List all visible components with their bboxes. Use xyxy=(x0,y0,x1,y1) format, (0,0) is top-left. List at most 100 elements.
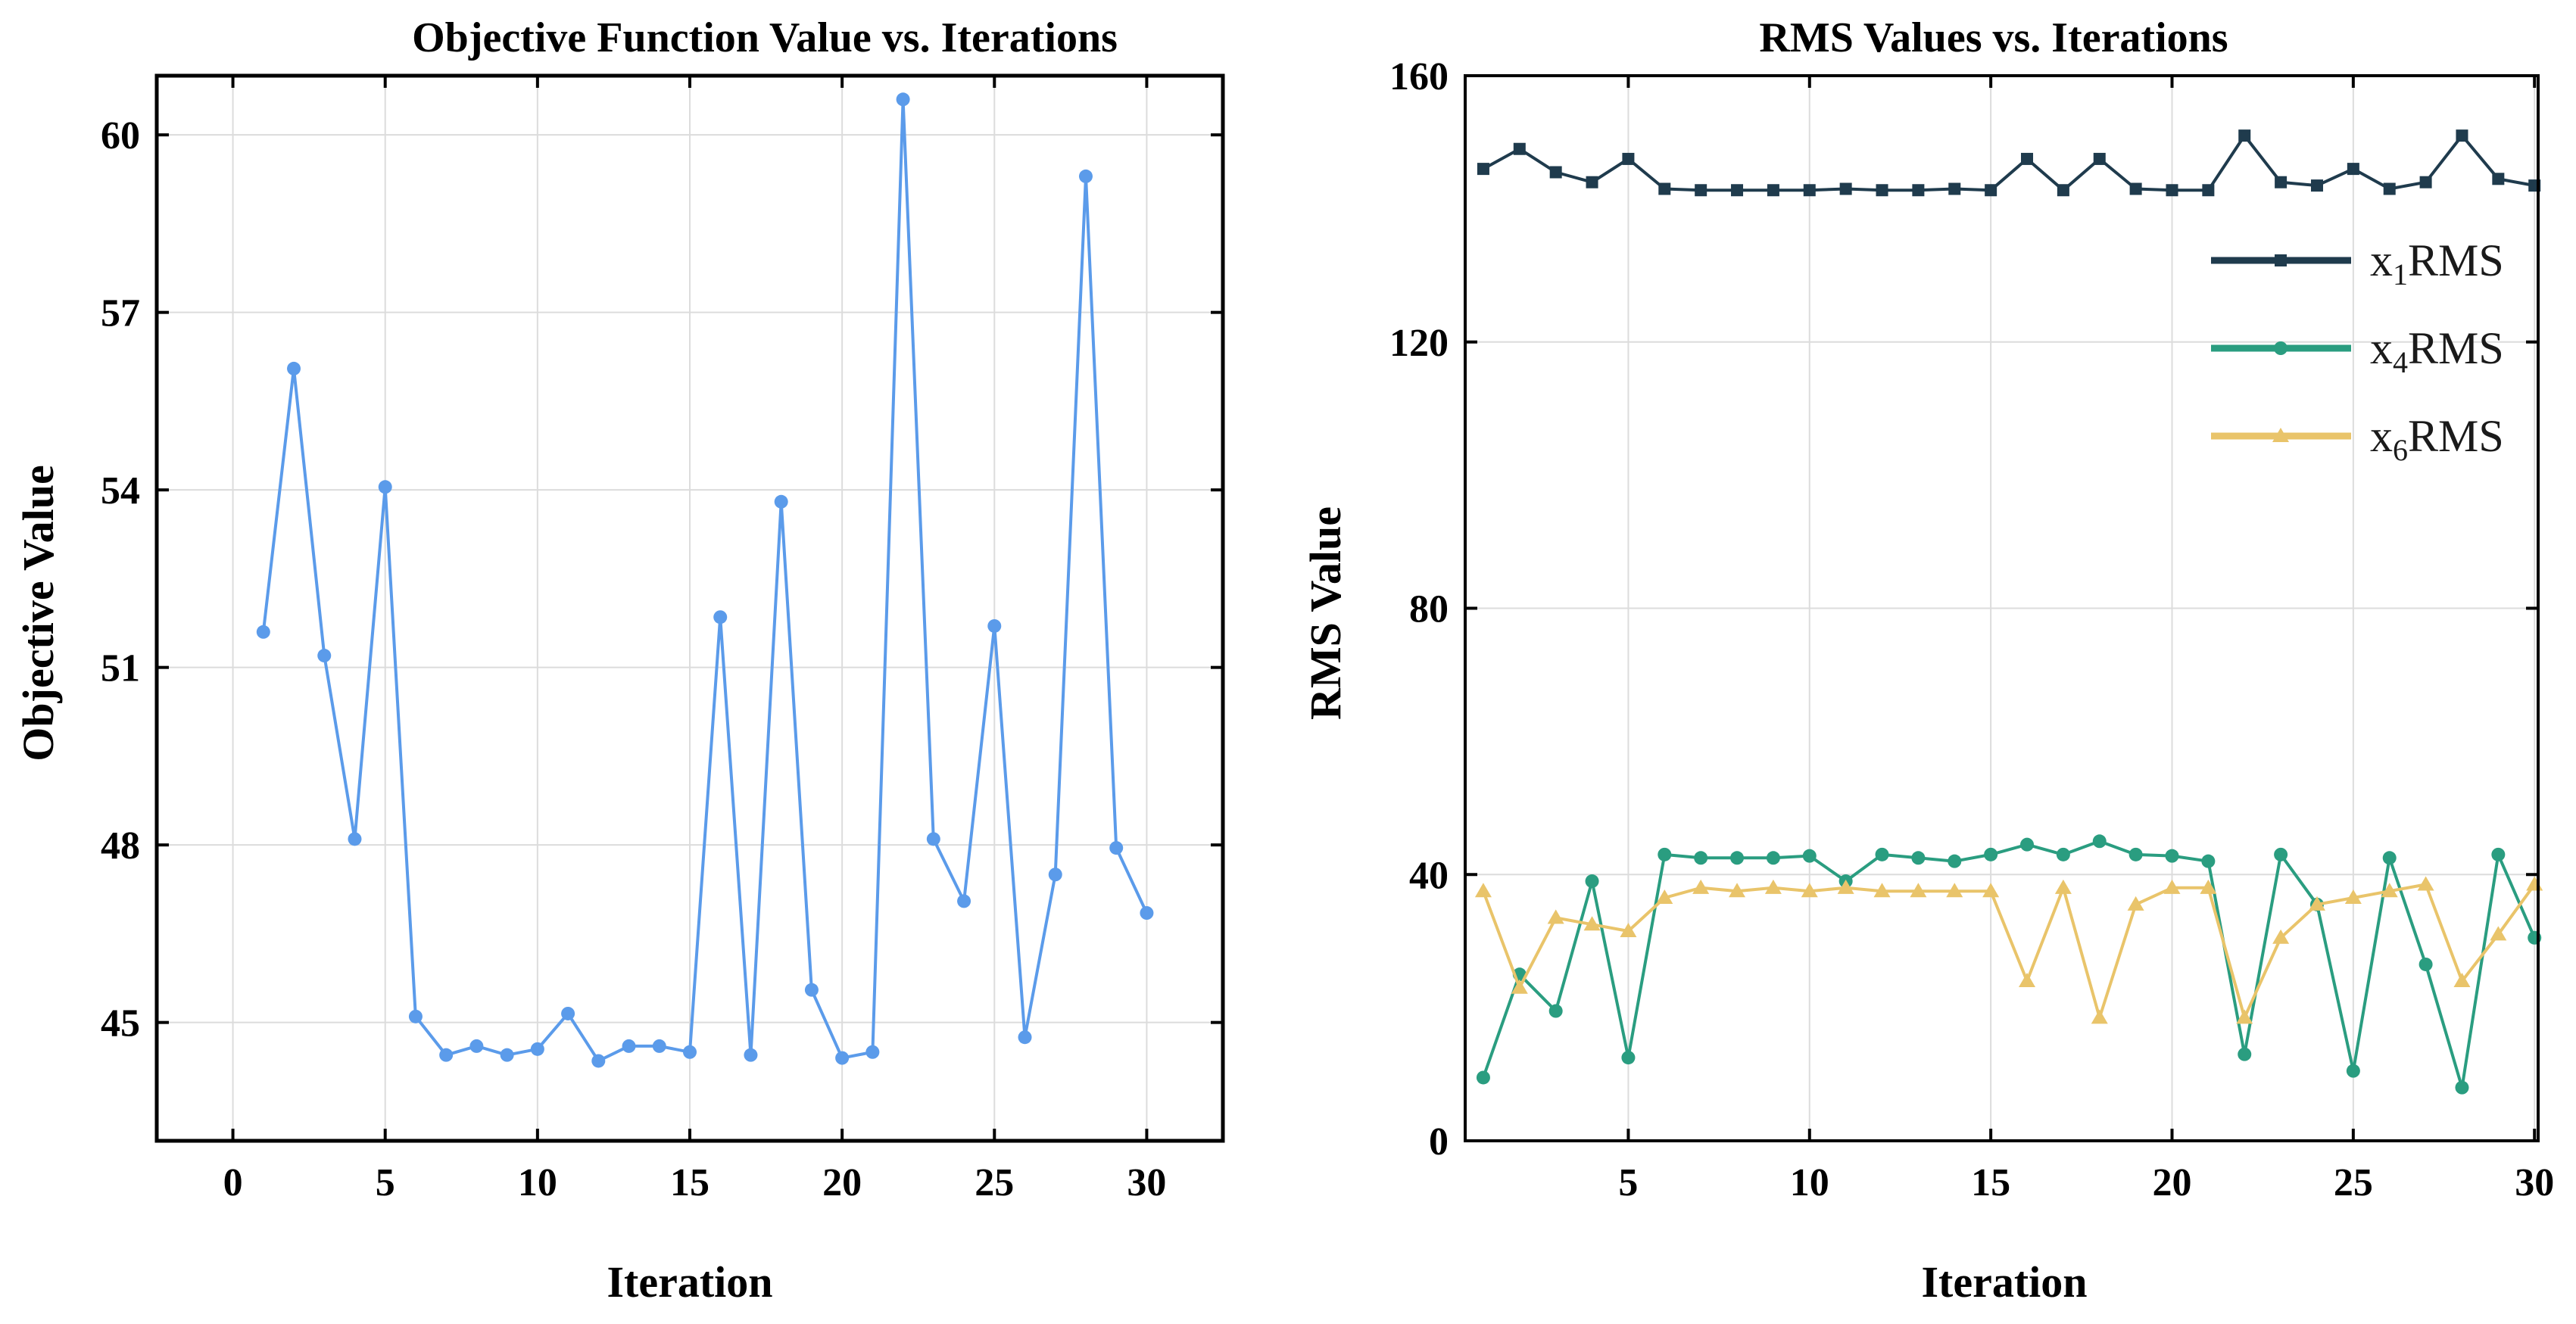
data-point xyxy=(1876,184,1888,197)
data-point xyxy=(774,494,788,509)
chart-title: RMS Values vs. Iterations xyxy=(1759,14,2228,61)
data-point xyxy=(2202,184,2215,197)
data-point xyxy=(713,610,728,625)
data-point xyxy=(2021,152,2034,165)
y-tick-label: 80 xyxy=(1409,588,1449,631)
grid xyxy=(157,76,1223,1141)
data-point xyxy=(1048,868,1062,882)
data-point xyxy=(1477,163,1489,176)
data-point xyxy=(287,361,301,375)
data-point xyxy=(439,1048,454,1062)
data-point xyxy=(2274,341,2288,355)
y-axis-label: Objective Value xyxy=(14,465,63,761)
data-point xyxy=(1140,906,1154,921)
x-tick-label: 25 xyxy=(975,1161,1014,1204)
data-point xyxy=(2491,847,2506,861)
data-point xyxy=(2492,173,2505,185)
x-tick-label: 30 xyxy=(1127,1161,1166,1204)
data-point xyxy=(2455,1080,2469,1095)
data-point xyxy=(2382,851,2397,865)
data-point xyxy=(1731,184,1744,197)
data-point xyxy=(2091,1009,2108,1024)
data-point xyxy=(2275,176,2288,188)
series-layer xyxy=(1474,129,2543,1095)
legend-item: x6RMS xyxy=(2211,411,2504,467)
series-1 xyxy=(256,92,1154,1068)
data-point xyxy=(1984,847,1998,861)
data-point xyxy=(2419,176,2432,188)
data-point xyxy=(317,649,332,663)
data-point xyxy=(2417,876,2434,891)
x-tick-label: 0 xyxy=(223,1161,243,1204)
data-point xyxy=(1801,883,1818,898)
series-line xyxy=(261,98,1149,1063)
data-point xyxy=(896,92,910,107)
y-tick-label: 45 xyxy=(101,1002,140,1045)
y-tick-label: 57 xyxy=(101,292,140,335)
data-point xyxy=(804,983,819,997)
data-point xyxy=(987,618,1002,633)
x-tick-label: 15 xyxy=(670,1161,709,1204)
data-point xyxy=(2456,129,2468,142)
data-point xyxy=(1948,182,1961,195)
x-tick-label: 10 xyxy=(1790,1161,1829,1204)
data-point xyxy=(1764,879,1782,894)
y-tick-label: 160 xyxy=(1389,55,1449,98)
data-point xyxy=(1658,182,1671,195)
data-point xyxy=(1585,874,1599,889)
data-point xyxy=(1695,184,1707,197)
data-point xyxy=(1873,883,1891,898)
legend: x1RMS x4RMS x6RMS xyxy=(2211,235,2504,467)
data-point xyxy=(2310,179,2323,192)
legend-label: x6RMS xyxy=(2370,411,2504,467)
data-point xyxy=(348,832,362,846)
data-point xyxy=(1946,883,1963,898)
y-axis-label: RMS Value xyxy=(1301,506,1350,720)
data-point xyxy=(1767,184,1779,197)
data-point xyxy=(1511,979,1528,994)
data-point xyxy=(1658,847,1672,861)
data-point xyxy=(1948,854,1962,868)
data-point xyxy=(2308,896,2325,911)
data-point xyxy=(2020,837,2035,852)
data-point xyxy=(744,1048,758,1062)
x-tick-label: 20 xyxy=(822,1161,862,1204)
series-line xyxy=(1482,883,2536,1020)
x-tick-label: 25 xyxy=(2334,1161,2373,1204)
data-point xyxy=(2128,847,2143,861)
data-point xyxy=(1583,916,1601,931)
data-point xyxy=(2092,834,2107,849)
data-point xyxy=(530,1042,544,1056)
data-point xyxy=(1109,841,1124,855)
data-point xyxy=(1730,851,1745,865)
data-point xyxy=(2166,184,2178,197)
legend-label: x1RMS xyxy=(2370,235,2504,291)
data-point xyxy=(926,832,940,846)
data-point xyxy=(1803,184,1816,197)
legend-item: x1RMS xyxy=(2211,235,2504,291)
data-point xyxy=(2056,847,2070,861)
data-point xyxy=(1018,1030,1032,1045)
ticks: 0 5 10 15 20 25 30 45 48 51 54 57 60 xyxy=(101,76,1223,1204)
data-point xyxy=(2275,254,2287,266)
data-point xyxy=(500,1048,514,1062)
data-point xyxy=(2163,879,2181,894)
data-point xyxy=(2383,182,2396,195)
chart-title: Objective Function Value vs. Iterations xyxy=(412,14,1118,61)
data-point xyxy=(1912,184,1925,197)
data-point xyxy=(2093,152,2106,165)
data-point xyxy=(2201,854,2216,868)
y-tick-label: 51 xyxy=(101,647,140,690)
y-tick-label: 54 xyxy=(101,469,140,512)
data-point xyxy=(2129,182,2142,195)
series-3 xyxy=(1474,876,2543,1024)
data-point xyxy=(378,480,392,494)
data-point xyxy=(256,625,270,639)
data-point xyxy=(1548,1004,1563,1018)
data-point xyxy=(1622,152,1635,165)
data-point xyxy=(2127,896,2144,911)
x-tick-label: 10 xyxy=(518,1161,557,1204)
series-1 xyxy=(1477,129,2541,197)
data-point xyxy=(2453,972,2471,987)
y-tick-label: 60 xyxy=(101,114,140,157)
